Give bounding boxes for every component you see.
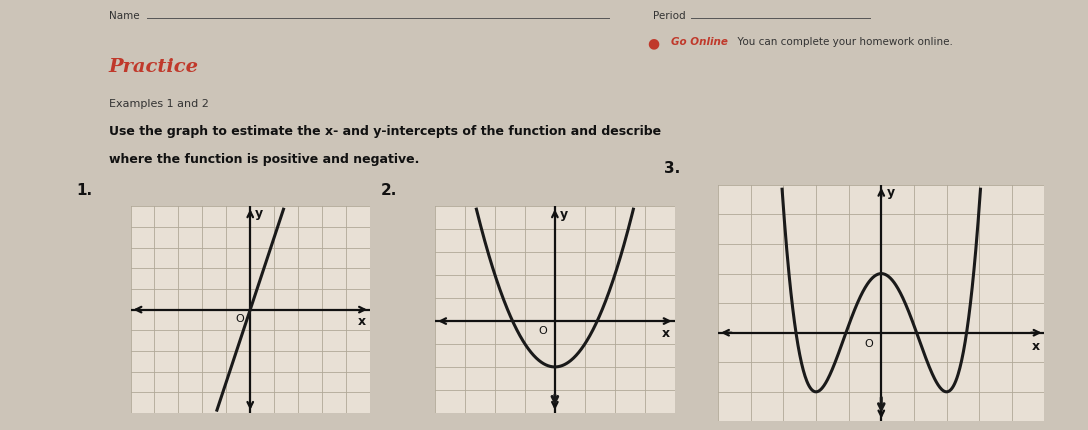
Text: Use the graph to estimate the x- and y-intercepts of the function and describe: Use the graph to estimate the x- and y-i… <box>109 125 660 138</box>
Text: 2.: 2. <box>381 183 397 198</box>
Text: O: O <box>539 326 547 336</box>
Text: y: y <box>560 208 568 221</box>
Text: You can complete your homework online.: You can complete your homework online. <box>731 37 953 46</box>
Text: Go Online: Go Online <box>671 37 728 46</box>
Text: Examples 1 and 2: Examples 1 and 2 <box>109 99 209 109</box>
Text: y: y <box>887 186 895 200</box>
Text: O: O <box>864 339 873 349</box>
Text: 1.: 1. <box>76 183 92 198</box>
Text: ●: ● <box>647 37 659 51</box>
Text: x: x <box>662 327 670 340</box>
Text: x: x <box>358 315 367 328</box>
Text: where the function is positive and negative.: where the function is positive and negat… <box>109 153 419 166</box>
Text: Practice: Practice <box>109 58 199 76</box>
Text: y: y <box>255 207 262 221</box>
Text: x: x <box>1031 340 1040 353</box>
Text: Period: Period <box>653 11 685 21</box>
Text: 3.: 3. <box>664 161 680 176</box>
Text: Name: Name <box>109 11 139 21</box>
Text: O: O <box>235 314 244 324</box>
